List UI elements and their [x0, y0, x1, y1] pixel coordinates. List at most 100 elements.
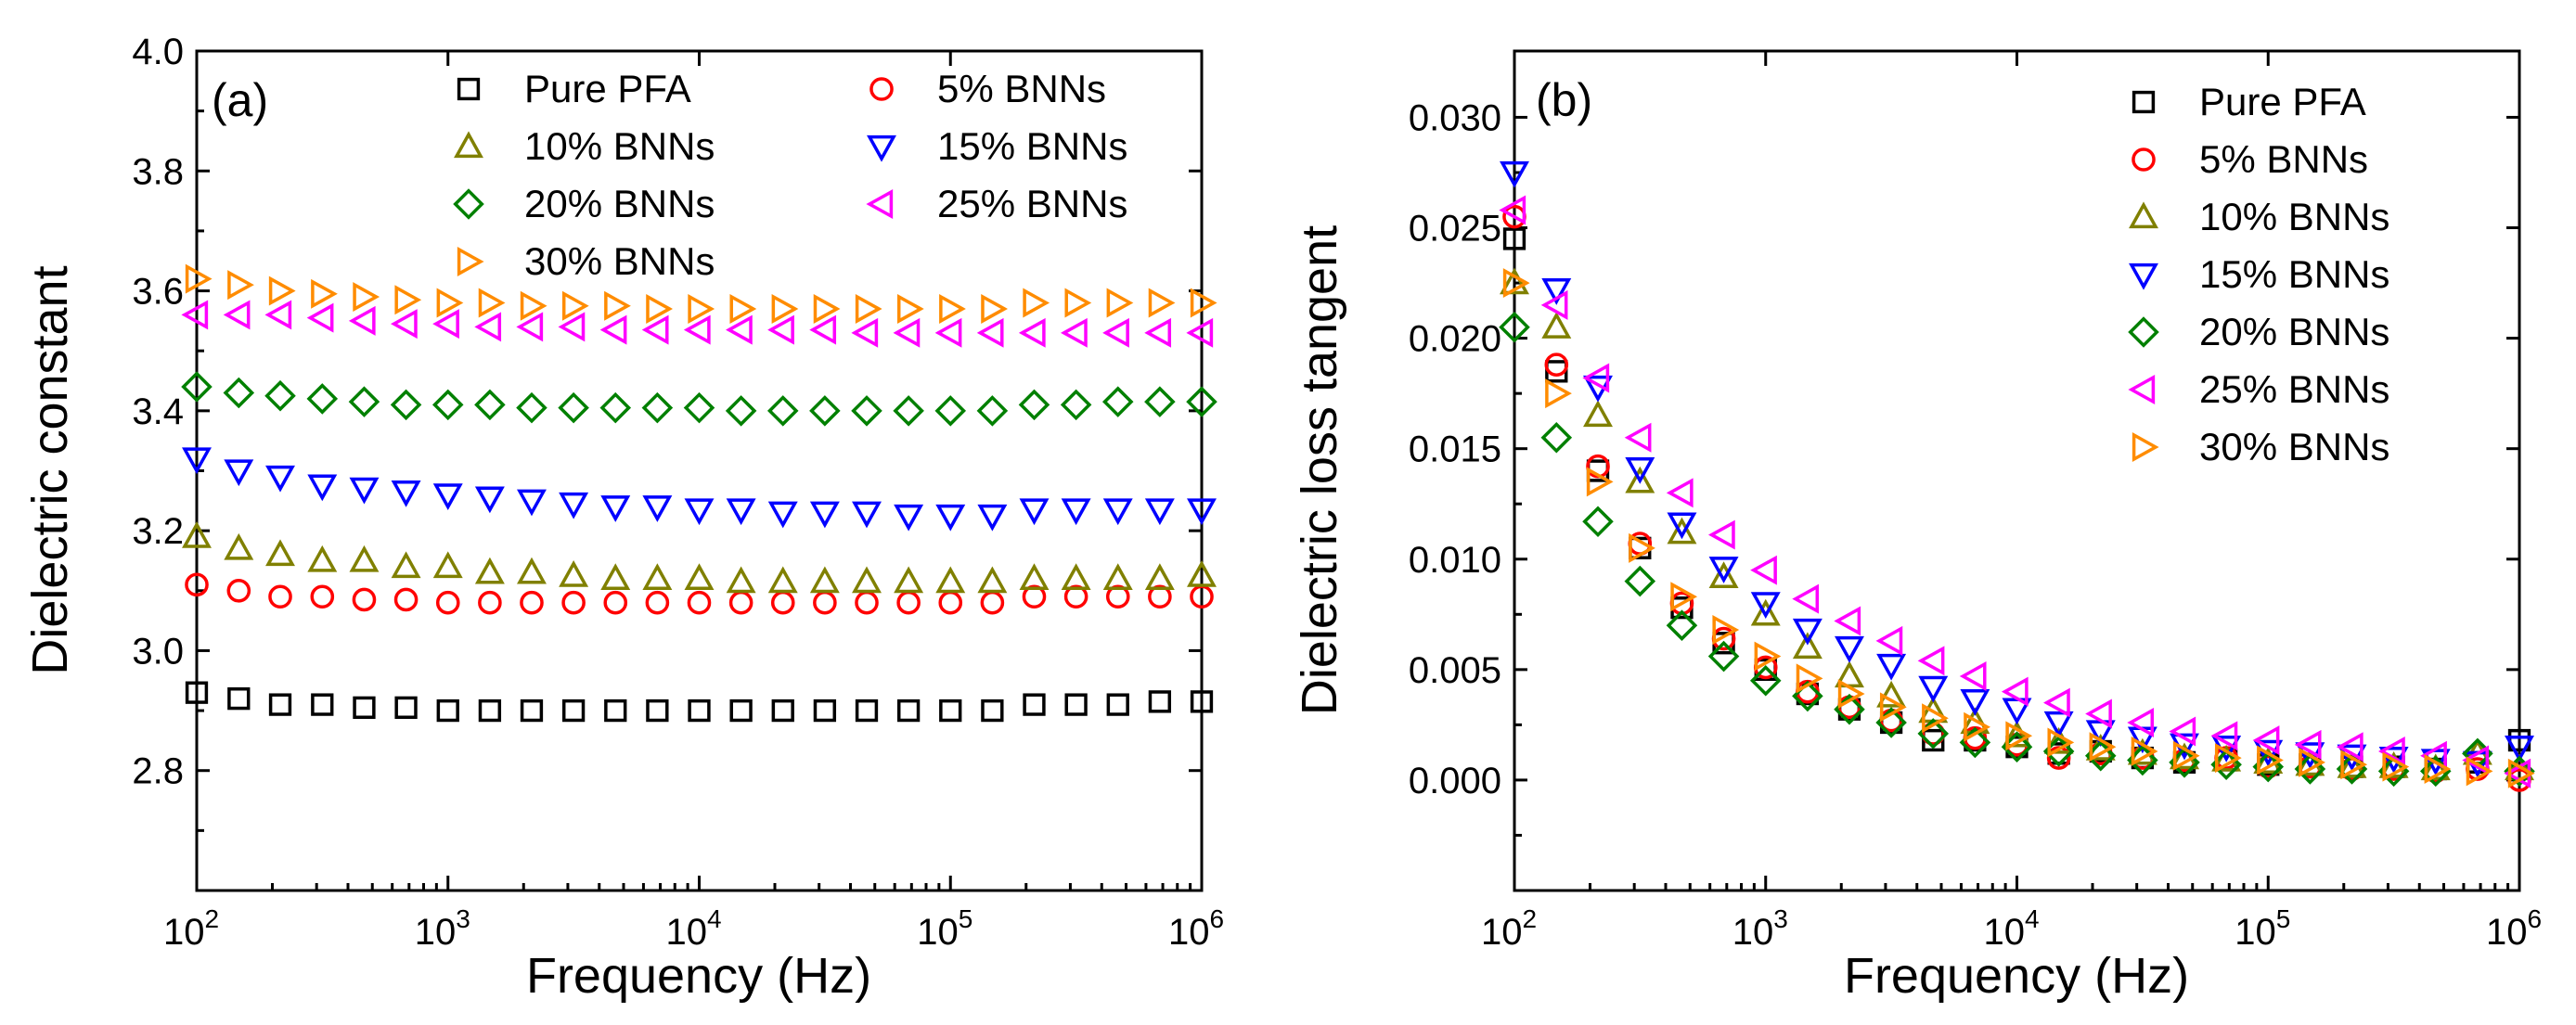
panel-a-point-10-bnns [1102, 563, 1133, 591]
panel-a-point-15-bnns [391, 480, 421, 507]
panel-b-point-25-bnns [1875, 625, 1903, 656]
panel-b-point-15-bnns [1792, 618, 1823, 646]
panel-b-point-25-bnns [1959, 661, 1987, 691]
panel-a-point-pure-pfa [981, 698, 1004, 723]
panel-a-point-15-bnns [642, 495, 673, 522]
panel-a-point-5-bnns [478, 590, 502, 615]
panel-a-point-20-bnns [223, 377, 255, 409]
panel-b-legend-label: 25% BNNs [2199, 367, 2389, 411]
panel-a-x-tick-label: 104 [665, 904, 721, 953]
panel-a-point-10-bnns [391, 551, 421, 579]
panel-a-y-tick-label: 3.4 [132, 391, 184, 432]
panel-a-point-10-bnns [559, 560, 589, 587]
panel-b-point-30-bnns [2172, 740, 2200, 771]
panel-a-point-20-bnns [683, 391, 715, 424]
panel-a-point-15-bnns [349, 477, 380, 505]
panel-a-point-30-bnns [311, 278, 338, 309]
panel-a-point-10-bnns [182, 521, 212, 548]
panel-a-point-10-bnns [474, 557, 505, 584]
panel-a-point-25-bnns [1018, 317, 1046, 348]
panel-b-x-tick-exponent: 6 [2527, 904, 2542, 933]
panel-a-legend-label: 5% BNNs [937, 67, 1106, 110]
panel-b-x-tick-label: 102 [1481, 904, 1537, 953]
panel-b-point-30-bnns [1502, 268, 1530, 299]
panel-b-point-10-bnns [1708, 561, 1739, 588]
panel-a-point-5-bnns [185, 572, 209, 597]
panel-b-legend-marker [2128, 375, 2156, 404]
panel-a-x-tick-label: 105 [917, 904, 972, 953]
panel-b-point-25-bnns [2252, 725, 2280, 756]
panel-a-point-15-bnns [1144, 498, 1175, 526]
panel-b-legend-marker [2129, 201, 2158, 229]
panel-b-point-15-bnns [1750, 592, 1781, 619]
panel-b-point-15-bnns [2378, 746, 2409, 774]
panel-a-point-10-bnns [1019, 563, 1050, 591]
panel-b-x-tick-base: 10 [2235, 912, 2276, 953]
panel-b-point-10-bnns [2002, 720, 2032, 748]
panel-b-y-tick-label: 0.000 [1409, 761, 1501, 801]
panel-b-legend-label: 5% BNNs [2199, 137, 2368, 181]
panel-b-point-20-bnns [1624, 565, 1656, 597]
panel-a-point-5-bnns [435, 590, 460, 615]
panel-a-point-20-bnns [809, 395, 841, 427]
panel-a-point-5-bnns [393, 587, 419, 612]
panel-a-point-20-bnns [725, 395, 757, 427]
panel-b-point-5-bnns [1544, 352, 1569, 377]
panel-a-point-pure-pfa [1064, 693, 1088, 716]
panel-a-point-pure-pfa [771, 698, 794, 723]
panel-a-legend-label: 20% BNNs [524, 182, 715, 225]
panel-a-point-30-bnns [1148, 288, 1176, 318]
panel-a-point-10-bnns [307, 545, 338, 572]
panel-a-point-5-bnns [1148, 584, 1172, 609]
panel-b-point-15-bnns [1667, 512, 1697, 540]
panel-b-legend-label: 15% BNNs [2199, 252, 2389, 296]
panel-b-point-25-bnns [2169, 716, 2196, 747]
panel-a-point-20-bnns [306, 383, 339, 415]
panel-a-legend-label: Pure PFA [524, 67, 691, 110]
panel-a-point-pure-pfa [1190, 690, 1214, 713]
panel-a-point-20-bnns [934, 395, 967, 427]
panel-a-point-30-bnns [353, 282, 380, 313]
panel-b-point-30-bnns [1964, 711, 1990, 742]
panel-a-point-10-bnns [935, 566, 966, 594]
panel-a-point-10-bnns [349, 545, 380, 572]
panel-a-point-25-bnns [264, 300, 292, 330]
panel-a-point-10-bnns [600, 563, 631, 591]
panel-a-point-10-bnns [1061, 563, 1091, 591]
panel-a-point-10-bnns [726, 566, 756, 594]
panel-a-point-25-bnns [390, 309, 418, 340]
panel-a-point-10-bnns [894, 566, 924, 594]
panel-a-point-pure-pfa [561, 698, 586, 723]
panel-a-x-axis-title: Frequency (Hz) [526, 948, 871, 1004]
panel-a-point-5-bnns [1063, 584, 1088, 609]
panel-a-point-25-bnns [641, 314, 669, 345]
panel-b-point-15-bnns [1876, 653, 1907, 681]
panel-b-point-30-bnns [1712, 614, 1740, 645]
panel-a-point-5-bnns [561, 590, 586, 615]
panel-a-point-5-bnns [310, 584, 335, 609]
panel-a-point-5-bnns [1022, 584, 1047, 609]
panel-b-point-20-bnns [1499, 311, 1530, 343]
panel-a-point-15-bnns [559, 492, 589, 519]
panel-b-point-25-bnns [1750, 555, 1777, 585]
panel-a-y-tick-label: 3.0 [132, 631, 184, 672]
panel-a-point-10-bnns [432, 551, 463, 579]
panel-a-point-30-bnns [939, 293, 966, 324]
panel-a-point-pure-pfa [185, 681, 209, 704]
panel-b-point-30-bnns [2340, 750, 2368, 780]
panel-a-point-15-bnns [432, 483, 463, 510]
panel-a-y-tick-label: 3.6 [132, 272, 184, 313]
panel-b-point-30-bnns [2507, 758, 2535, 788]
panel-b-y-tick-label: 0.020 [1409, 319, 1501, 360]
panel-b-x-tick-base: 10 [1732, 912, 1774, 953]
panel-a-x-tick-label: 102 [163, 904, 219, 953]
panel-a-legend: Pure PFA 5% BNNs 10% BNNs 15% BNNs 20% BNNs 2… [453, 67, 1127, 283]
panel-a-point-20-bnns [766, 395, 799, 427]
panel-a-point-25-bnns [516, 312, 544, 342]
panel-a-point-10-bnns [265, 539, 295, 567]
panel-a-point-30-bnns [227, 270, 254, 301]
panel-a-point-25-bnns [1061, 317, 1088, 348]
panel-b-legend: Pure PFA 5% BNNs 10% BNNs 15% BNNs 20% BNNs 2… [2128, 80, 2389, 468]
panel-a-point-30-bnns [688, 293, 715, 324]
